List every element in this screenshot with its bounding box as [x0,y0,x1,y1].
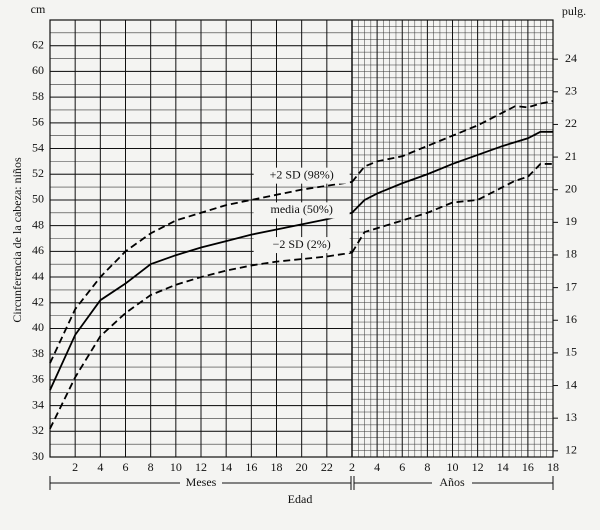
y2-tick-label: 16 [565,312,577,326]
y2-tick-label: 15 [565,345,577,359]
y-tick-label: 56 [32,115,44,129]
y-tick-label: 38 [32,346,44,360]
curve [49,181,353,364]
x-tick-label: 10 [170,460,182,474]
y-tick-label: 50 [32,192,44,206]
x-tick-label: 14 [220,460,232,474]
y-tick-label: 60 [32,63,44,77]
y-tick-label: 40 [32,320,44,334]
y-tick-label: 42 [32,295,44,309]
curve-label: +2 SD (98%) [270,167,334,181]
x-tick-label: 2 [72,460,78,474]
x-tick-label: 14 [497,460,509,474]
y2-tick-label: 21 [565,149,577,163]
brackets [49,476,554,490]
x-tick-label: 8 [148,460,154,474]
x-tick-label: 16 [522,460,534,474]
y-tick-label: 58 [32,89,44,103]
label-bg [253,167,350,184]
x-tick-label: 6 [399,460,405,474]
curve [351,130,553,214]
y2-unit: pulg. [562,4,586,18]
x-tick-label: 16 [245,460,257,474]
x-tick-label: 18 [547,460,559,474]
x-tick-label: 12 [472,460,484,474]
y2-tick-label: 17 [565,279,577,293]
years-label: Años [439,475,465,489]
y2-tick-label: 13 [565,410,577,424]
y-tick-label: 44 [32,269,44,283]
x-tick-label: 2 [349,460,355,474]
y2-tick-label: 19 [565,214,577,228]
y-tick-label: 52 [32,166,44,180]
y-unit: cm [31,2,46,16]
curve [351,100,554,183]
y-tick-label: 54 [32,140,44,154]
y2-tick-label: 20 [565,181,577,195]
label-bg [253,237,350,254]
y-tick-label: 62 [32,37,44,51]
months-label: Meses [186,475,217,489]
y2-tick-label: 12 [565,443,577,457]
y2-tick-label: 23 [565,84,577,98]
x-tick-label: 4 [97,460,103,474]
y-tick-label: 46 [32,243,44,257]
y-tick-label: 48 [32,217,44,231]
x-tick-label: 10 [447,460,459,474]
y2-tick-label: 18 [565,247,577,261]
x-axis-label: Edad [288,492,313,506]
x-tick-label: 22 [321,460,333,474]
x-tick-label: 20 [296,460,308,474]
y-tick-label: 36 [32,372,44,386]
y-tick-label: 30 [32,449,44,463]
x-tick-label: 6 [123,460,129,474]
y-tick-label: 34 [32,397,44,411]
curve-label: media (50%) [271,202,333,216]
x-tick-label: 18 [271,460,283,474]
x-tick-label: 12 [195,460,207,474]
curve [351,163,553,254]
plot-frame [49,19,554,458]
curve [49,211,353,391]
x-tick-label: 4 [374,460,380,474]
y2-tick-label: 14 [565,377,577,391]
label-bg [253,202,350,219]
y2-tick-label: 24 [565,51,577,65]
curve [49,251,353,430]
curve-label: −2 SD (2%) [273,237,331,251]
y-tick-label: 32 [32,423,44,437]
y-axis-label: Circunferencia de la cabeza: niños [10,157,24,323]
y2-tick-label: 22 [565,116,577,130]
x-tick-label: 8 [424,460,430,474]
